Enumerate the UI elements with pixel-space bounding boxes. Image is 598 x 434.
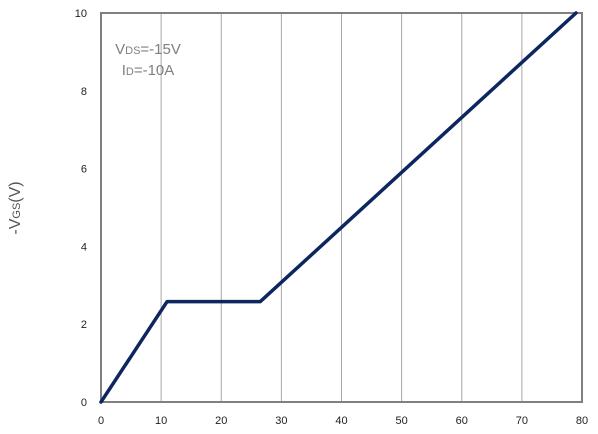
x-tick-label: 0 (98, 415, 104, 427)
series-line (99, 11, 578, 404)
annotation-vds: VDS=-15V (115, 41, 181, 58)
y-axis-ticks: 0 2 4 6 8 10 (75, 8, 87, 409)
annotation-id-rest: =-10A (134, 62, 174, 79)
annotation-vds-sub: DS (125, 45, 140, 57)
y-axis-label: -VGS(V) (7, 181, 24, 234)
x-tick-label: 30 (275, 415, 287, 427)
annotation-vds-main: V (115, 41, 125, 58)
annotation-id: ID=-10A (122, 62, 175, 79)
annotation-id-main: I (122, 62, 126, 79)
x-tick-label: 50 (396, 415, 408, 427)
plot-frame (100, 12, 583, 403)
series-layer (99, 11, 578, 404)
y-axis-label-suffix: (V) (7, 181, 24, 202)
y-tick-label: 6 (81, 164, 87, 176)
y-tick-label: 4 (81, 241, 87, 253)
x-tick-label: 80 (576, 415, 588, 427)
x-tick-label: 60 (456, 415, 468, 427)
x-tick-label: 40 (335, 415, 347, 427)
y-axis-label-subscript: GS (11, 203, 23, 219)
x-axis-ticks: 0 10 20 30 40 50 60 70 80 (98, 415, 588, 427)
y-tick-label: 8 (81, 86, 87, 98)
annotation-vds-rest: =-15V (140, 41, 180, 58)
annotation-id-sub: D (126, 66, 134, 78)
x-tick-label: 10 (155, 415, 167, 427)
x-tick-label: 70 (516, 415, 528, 427)
y-tick-label: 2 (81, 319, 87, 331)
y-tick-label: 10 (75, 8, 87, 20)
x-tick-label: 20 (215, 415, 227, 427)
grid-lines (160, 13, 523, 402)
y-axis-label-prefix: -V (7, 218, 24, 234)
y-tick-label: 0 (81, 397, 87, 409)
